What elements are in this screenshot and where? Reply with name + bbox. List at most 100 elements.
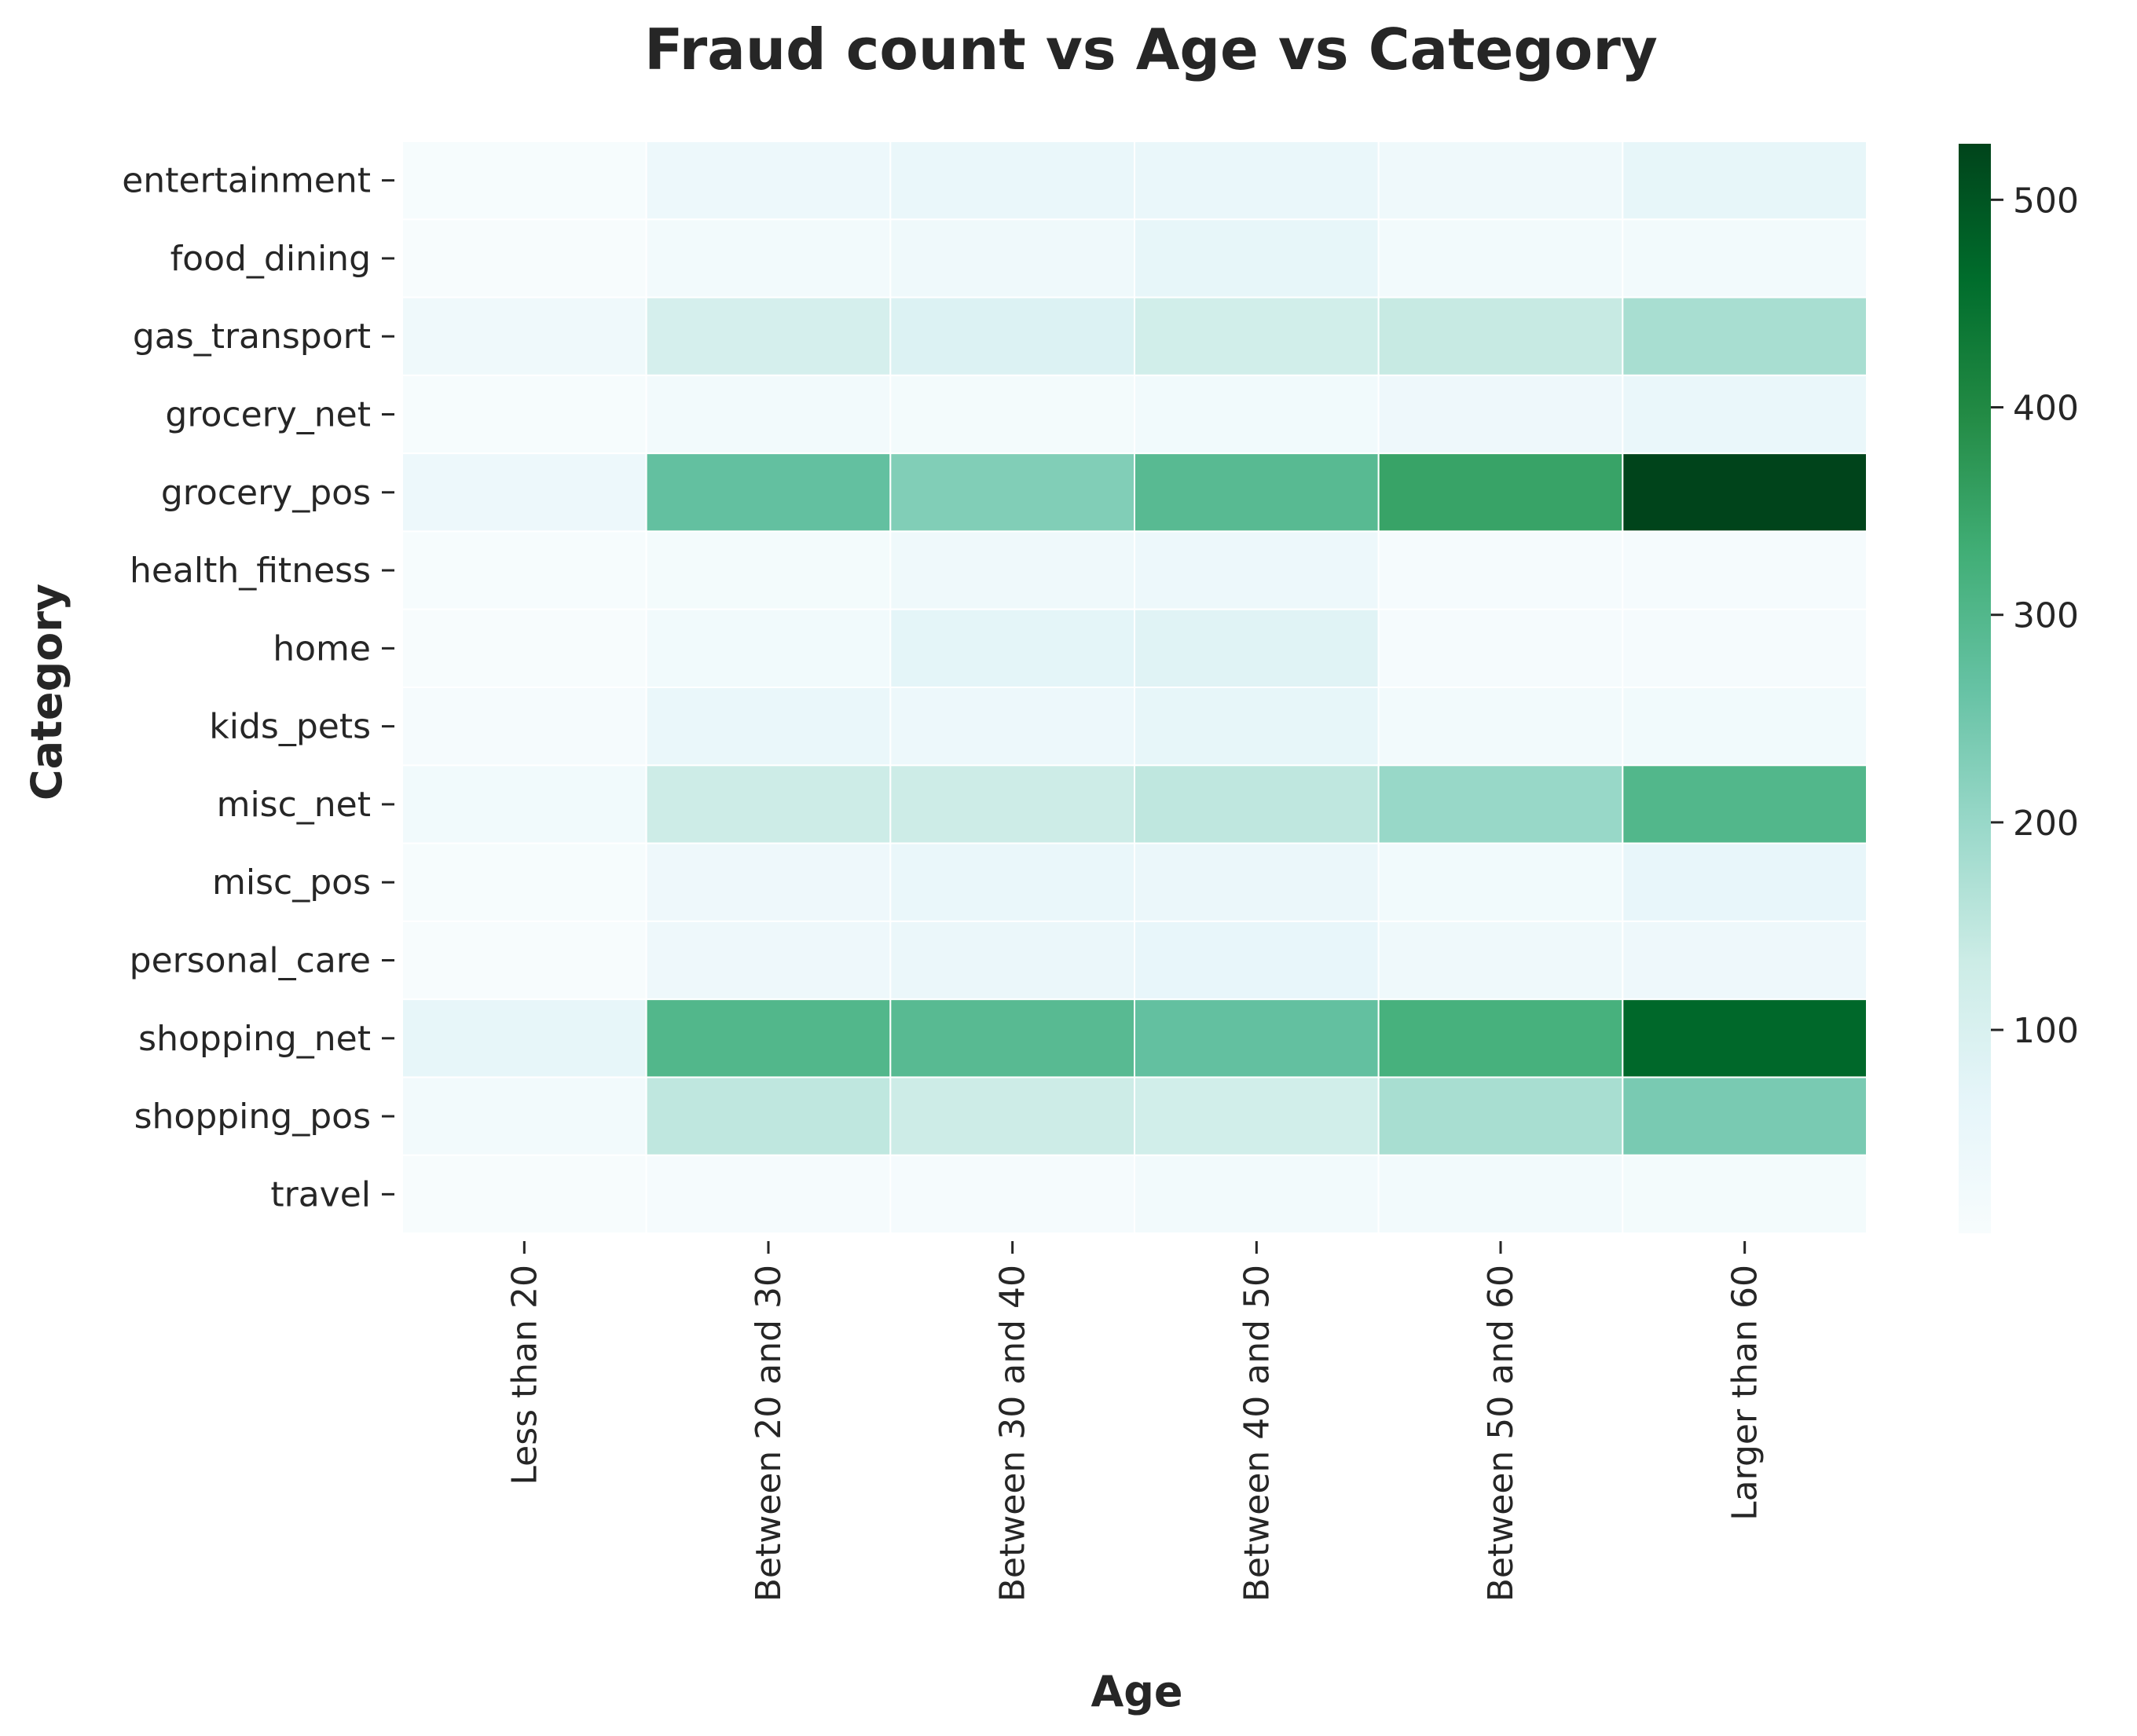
heatmap-cell [889,374,1136,455]
heatmap-cell [645,452,892,533]
heatmap-cell [401,920,647,1001]
heatmap-cell [889,1076,1136,1156]
heatmap-cell [401,296,647,376]
heatmap-cell [645,1076,892,1156]
heatmap-cell [1377,998,1624,1079]
y-tick-label: health_fitness [130,551,371,591]
heatmap-cell [401,1076,647,1156]
heatmap-cell [401,842,647,922]
y-tick-label: shopping_pos [134,1097,371,1137]
x-tick-label: Less than 20 [504,1265,544,1485]
x-tick-label: Between 20 and 30 [749,1265,789,1602]
heatmap-cell [1134,1076,1380,1156]
y-tick-label: personal_care [130,941,371,981]
heatmap-cell [1377,764,1624,844]
colorbar-tick-label: 300 [2013,596,2079,636]
heatmap-cell [1377,842,1624,922]
heatmap-cell [1377,1154,1624,1234]
heatmap-cell [1622,296,1868,376]
y-axis-label: Category [22,584,71,800]
heatmap-cell [1622,1154,1868,1234]
heatmap-cell [1134,920,1380,1001]
heatmap-cell [1134,1154,1380,1234]
y-tick-label: shopping_net [138,1019,371,1059]
heatmap-cell [1134,296,1380,376]
heatmap-cell [1622,998,1868,1079]
heatmap-cell [401,141,647,221]
heatmap-cell [1377,296,1624,376]
chart-title: Fraud count vs Age vs Category [644,16,1658,82]
heatmap-cell [645,998,892,1079]
heatmap-cell [1134,530,1380,610]
colorbar: 100 200 300 400 500 [1959,144,2079,1233]
colorbar-tick-label: 500 [2013,181,2079,221]
heatmap-cell [645,296,892,376]
heatmap-cell [1134,452,1380,533]
heatmap-cell [645,842,892,922]
heatmap-cell [1622,530,1868,610]
y-tick-label: kids_pets [209,707,371,747]
heatmap-cell [1622,920,1868,1001]
y-tick-label: home [273,628,371,668]
heatmap-cell [889,687,1136,767]
heatmap-cell [1377,920,1624,1001]
colorbar-tick-label: 200 [2013,804,2079,844]
heatmap-cell [889,920,1136,1001]
heatmap-cell [645,374,892,455]
heatmap-cell [889,998,1136,1079]
x-tick-label: Larger than 60 [1725,1265,1765,1521]
heatmap-cell [645,530,892,610]
y-tick-label: entertainment [122,161,371,201]
heatmap-cell [889,141,1136,221]
y-tick-label: grocery_net [165,395,371,435]
heatmap-cell [401,218,647,298]
heatmap-cell [1377,452,1624,533]
heatmap-cell [889,296,1136,376]
heatmap-cell [1622,141,1868,221]
heatmap-cell [889,1154,1136,1234]
heatmap-cell [401,374,647,455]
x-tick-label: Between 30 and 40 [993,1265,1033,1602]
heatmap-cell [1622,1076,1868,1156]
y-axis: entertainment food_dining gas_transportgro… [122,161,394,1214]
heatmap-cell [645,608,892,689]
heatmap-cell [1622,374,1868,455]
heatmap-cell [889,764,1136,844]
heatmap-cell [401,530,647,610]
heatmap-cell [401,1154,647,1234]
x-axis-label: Age [1090,1667,1182,1716]
heatmap-cell [1377,687,1624,767]
heatmap-cell [1134,842,1380,922]
heatmap-cell [645,218,892,298]
heatmap-cell [645,687,892,767]
x-tick-label: Between 50 and 60 [1481,1265,1521,1602]
heatmap-cell [1622,218,1868,298]
y-tick-label: misc_pos [212,863,371,903]
heatmap-cell [1377,530,1624,610]
y-tick-label: misc_net [217,785,371,825]
heatmap-cell [1134,608,1380,689]
y-tick-label: food_dining [170,239,371,279]
heatmap-cell [1377,608,1624,689]
heatmap-cell [645,920,892,1001]
colorbar-tick-label: 100 [2013,1011,2079,1051]
heatmap-cell [645,141,892,221]
heatmap-cell [401,608,647,689]
heatmap-cell [889,842,1136,922]
heatmap-cell [1622,608,1868,689]
heatmap-cell [1377,1076,1624,1156]
x-axis: Less than 20 Between 20 and 30 Between 30 … [504,1241,1765,1602]
heatmap-cell [401,998,647,1079]
x-tick-label: Between 40 and 50 [1237,1265,1277,1602]
heatmap-cell [1377,374,1624,455]
heatmap-cell [1622,452,1868,533]
heatmap-cell [1377,141,1624,221]
heatmap-cell [401,452,647,533]
heatmap-cell [1134,374,1380,455]
heatmap-cells [401,141,1868,1234]
heatmap-cell [889,608,1136,689]
heatmap-cell [1622,687,1868,767]
y-tick-label: gas_transport [133,317,371,357]
heatmap-cell [1134,218,1380,298]
